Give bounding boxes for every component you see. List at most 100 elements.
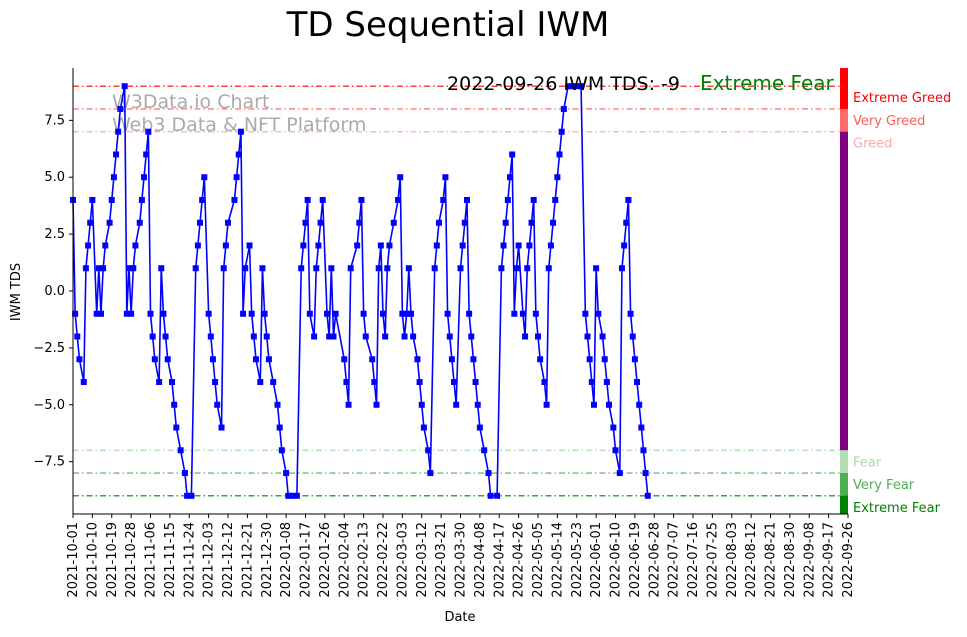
x-tick-label: 2021-10-19	[105, 522, 120, 598]
y-tick-label: 2.5	[44, 227, 65, 242]
data-point	[207, 333, 214, 340]
x-tick-label: 2022-04-08	[473, 522, 488, 598]
x-tick-label: 2021-10-28	[124, 522, 139, 598]
data-point	[257, 379, 264, 386]
data-point	[199, 196, 206, 203]
data-point	[240, 310, 247, 317]
series-iwm-tds	[70, 83, 651, 499]
x-tick-label: 2021-11-06	[144, 522, 159, 598]
data-point	[606, 401, 613, 408]
data-point	[485, 470, 492, 477]
x-tick-label: 2022-01-08	[279, 522, 294, 598]
x-tick-label: 2021-12-12	[221, 522, 236, 598]
x-tick-label: 2022-05-14	[550, 522, 565, 598]
data-point	[237, 128, 244, 135]
data-point	[125, 265, 132, 272]
data-point	[440, 196, 447, 203]
data-point	[341, 356, 348, 363]
data-point	[315, 242, 322, 249]
data-point	[108, 196, 115, 203]
band-label: Extreme Greed	[853, 91, 951, 106]
data-point	[231, 196, 238, 203]
data-point	[481, 447, 488, 454]
data-point	[515, 242, 522, 249]
data-point	[145, 128, 152, 135]
sidebar-segment	[840, 108, 848, 132]
data-point	[149, 333, 156, 340]
data-point	[530, 196, 537, 203]
x-tick-label: 2022-06-28	[647, 522, 662, 598]
data-point	[532, 310, 539, 317]
data-point	[265, 356, 272, 363]
data-point	[205, 310, 212, 317]
data-point	[304, 196, 311, 203]
data-point	[513, 265, 520, 272]
data-point	[233, 174, 240, 181]
data-point	[222, 242, 229, 249]
data-point	[250, 333, 257, 340]
latest-value-annotation: 2022-09-26 IWM TDS: -9	[447, 73, 680, 95]
data-point	[519, 310, 526, 317]
data-point	[270, 379, 277, 386]
data-point	[427, 470, 434, 477]
data-point	[117, 105, 124, 112]
data-point	[97, 310, 104, 317]
data-point	[556, 151, 563, 158]
data-point	[476, 424, 483, 431]
data-point	[252, 356, 259, 363]
data-point	[642, 470, 649, 477]
sidebar-segment	[840, 450, 848, 474]
x-tick-label: 2022-05-05	[531, 522, 546, 598]
data-point	[345, 401, 352, 408]
data-point	[188, 492, 195, 499]
data-point	[463, 196, 470, 203]
x-tick-label: 2021-10-10	[85, 522, 100, 598]
data-point	[93, 310, 100, 317]
x-tick-label: 2022-07-16	[686, 522, 701, 598]
data-point	[590, 401, 597, 408]
y-tick-label: −7.5	[33, 455, 65, 470]
data-point	[603, 379, 610, 386]
latest-status-label: Extreme Fear	[700, 71, 835, 95]
chart-title: TD Sequential IWM	[286, 5, 610, 45]
data-point	[300, 242, 307, 249]
data-point	[502, 219, 509, 226]
data-point	[631, 356, 638, 363]
data-point	[524, 265, 531, 272]
data-point	[410, 333, 417, 340]
data-point	[89, 196, 96, 203]
x-tick-label: 2021-11-24	[182, 522, 197, 598]
data-point	[261, 310, 268, 317]
data-point	[293, 492, 300, 499]
data-point	[448, 356, 455, 363]
data-point	[375, 265, 382, 272]
data-point	[369, 356, 376, 363]
sidebar-segment	[840, 68, 848, 87]
data-point	[629, 333, 636, 340]
data-point	[209, 356, 216, 363]
data-point	[138, 196, 145, 203]
band-label: Very Greed	[853, 114, 925, 129]
data-point	[500, 242, 507, 249]
data-point	[85, 242, 92, 249]
data-point	[197, 219, 204, 226]
band-label: Very Fear	[853, 478, 915, 493]
data-point	[474, 401, 481, 408]
data-point	[451, 379, 458, 386]
band-label: Fear	[853, 455, 882, 470]
x-tick-label: 2022-06-10	[609, 522, 624, 598]
band-label: Greed	[853, 137, 892, 152]
y-axis-label: IWM TDS	[9, 263, 24, 321]
x-tick-label: 2021-11-15	[163, 522, 178, 598]
data-point	[558, 128, 565, 135]
x-tick-label: 2022-08-12	[744, 522, 759, 598]
x-tick-label: 2022-04-17	[492, 522, 507, 598]
data-point	[246, 242, 253, 249]
data-point	[82, 265, 89, 272]
data-point	[95, 265, 102, 272]
y-tick-label: −5.0	[33, 398, 65, 413]
data-point	[468, 333, 475, 340]
data-point	[418, 401, 425, 408]
data-point	[623, 219, 630, 226]
